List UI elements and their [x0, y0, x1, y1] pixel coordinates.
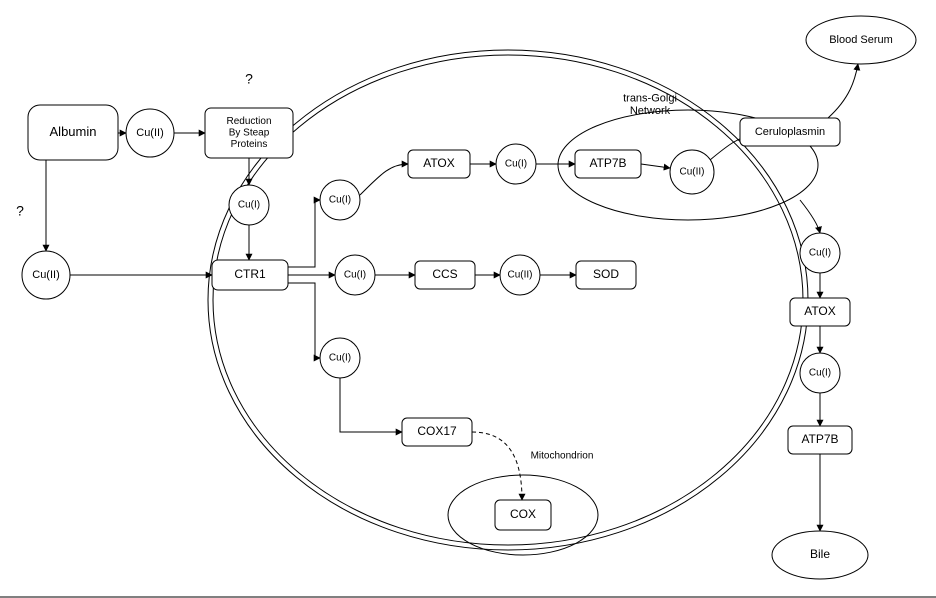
- node-atp7b_top: ATP7B: [575, 150, 641, 178]
- svg-text:Proteins: Proteins: [231, 139, 268, 150]
- svg-text:Cu(II): Cu(II): [680, 167, 705, 178]
- node-cu2_top: Cu(II): [126, 109, 174, 157]
- node-cu1_atp7b: Cu(I): [496, 144, 536, 184]
- container-cell: [208, 50, 808, 550]
- svg-text:Cu(II): Cu(II): [136, 127, 164, 139]
- node-cu1_cox: Cu(I): [320, 338, 360, 378]
- node-cu1_right1: Cu(I): [800, 233, 840, 273]
- node-cerulo: Ceruloplasmin: [740, 118, 840, 146]
- svg-text:Cu(I): Cu(I): [809, 248, 831, 259]
- edge-cerulo-to-blood: [828, 64, 858, 118]
- edge-cu1_cox-to-cox17: [340, 378, 402, 432]
- node-cu1_ccs: Cu(I): [335, 255, 375, 295]
- svg-text:Reduction: Reduction: [226, 116, 271, 127]
- node-ctr1: CTR1: [212, 260, 288, 290]
- node-steap: ReductionBy SteapProteins: [205, 108, 293, 158]
- annotation-3: Mitochondrion: [531, 451, 594, 462]
- svg-text:Albumin: Albumin: [50, 124, 97, 139]
- svg-text:Cu(I): Cu(I): [809, 368, 831, 379]
- edge-ctr1-to-cu1_cox: [288, 283, 320, 358]
- node-cox17: COX17: [402, 418, 472, 446]
- node-blood: Blood Serum: [806, 16, 916, 64]
- edge-ctr1-to-cu1_atox: [288, 200, 320, 267]
- svg-text:SOD: SOD: [593, 267, 619, 281]
- svg-text:?: ?: [16, 203, 24, 219]
- svg-text:Network: Network: [630, 105, 671, 117]
- node-atox_top: ATOX: [408, 150, 470, 178]
- svg-text:ATOX: ATOX: [423, 156, 455, 170]
- annotation-0: ?: [245, 71, 253, 87]
- svg-text:?: ?: [245, 71, 253, 87]
- svg-text:COX: COX: [510, 507, 536, 521]
- svg-text:ATP7B: ATP7B: [801, 432, 838, 446]
- edge-tgn-to-cu1_right1: [800, 200, 820, 233]
- svg-text:Cu(I): Cu(I): [505, 159, 527, 170]
- edge-atp7b_top-to-cu2_cerulo: [641, 164, 670, 168]
- svg-text:trans-Golgi: trans-Golgi: [623, 93, 677, 105]
- node-bile: Bile: [772, 531, 868, 579]
- svg-text:Bile: Bile: [810, 547, 830, 561]
- svg-text:COX17: COX17: [417, 424, 457, 438]
- edge-cox17-to-cox: [472, 432, 522, 500]
- svg-text:Cu(I): Cu(I): [329, 195, 351, 206]
- svg-text:Cu(I): Cu(I): [329, 353, 351, 364]
- svg-text:Cu(II): Cu(II): [508, 270, 533, 281]
- annotation-1: ?: [16, 203, 24, 219]
- node-sod: SOD: [576, 261, 636, 289]
- edge-cu1_atox-to-atox_top: [360, 164, 408, 195]
- container-cell-inner: [213, 55, 803, 545]
- node-cu1_right2: Cu(I): [800, 353, 840, 393]
- node-cu2_sod: Cu(II): [500, 255, 540, 295]
- node-atp7b_right: ATP7B: [788, 426, 852, 454]
- svg-text:CCS: CCS: [432, 267, 457, 281]
- svg-text:Cu(I): Cu(I): [238, 200, 260, 211]
- node-ccs: CCS: [415, 261, 475, 289]
- node-cu1_atox: Cu(I): [320, 180, 360, 220]
- svg-text:By Steap: By Steap: [229, 128, 270, 139]
- svg-text:Mitochondrion: Mitochondrion: [531, 451, 594, 462]
- annotation-2: trans-GolgiNetwork: [623, 93, 677, 118]
- node-albumin: Albumin: [28, 105, 118, 160]
- svg-text:ATOX: ATOX: [804, 304, 836, 318]
- node-cu2_cerulo: Cu(II): [670, 150, 714, 194]
- svg-text:Cu(I): Cu(I): [344, 270, 366, 281]
- svg-text:CTR1: CTR1: [234, 267, 266, 281]
- svg-text:ATP7B: ATP7B: [589, 156, 626, 170]
- node-atox_right: ATOX: [790, 298, 850, 326]
- svg-text:Blood Serum: Blood Serum: [829, 34, 893, 46]
- node-cu2_left: Cu(II): [22, 251, 70, 299]
- svg-text:Cu(II): Cu(II): [32, 269, 60, 281]
- node-cu1_steap: Cu(I): [229, 185, 269, 225]
- svg-text:Ceruloplasmin: Ceruloplasmin: [755, 126, 825, 138]
- node-cox: COX: [495, 500, 551, 530]
